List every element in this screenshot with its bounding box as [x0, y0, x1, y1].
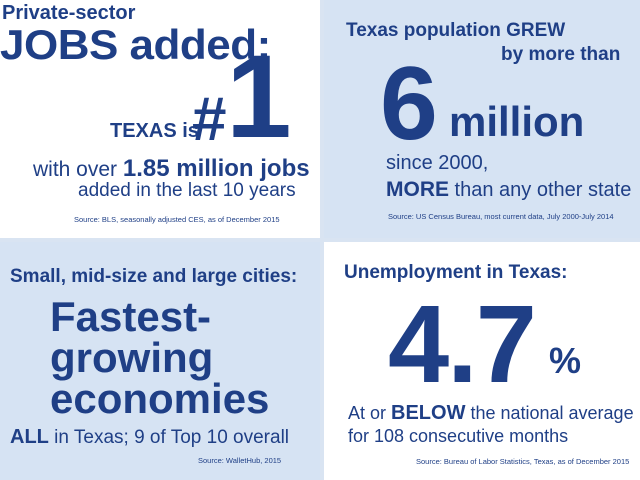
- economies-big-line3: economies: [50, 375, 270, 422]
- unemployment-rate: 4.7: [388, 283, 537, 406]
- population-number: 6: [380, 46, 438, 162]
- below-bold: BELOW: [391, 402, 466, 424]
- jobs-count-value: 1.85 million jobs: [122, 155, 310, 182]
- population-heading-line2: by more than: [501, 44, 621, 65]
- unemployment-panel: Unemployment in Texas: 4.7 % At or BELOW…: [324, 242, 640, 480]
- population-panel: Texas population GREW by more than 6 mil…: [324, 0, 640, 238]
- economies-big-line1: Fastest-: [50, 293, 212, 340]
- population-more-rest: than any other state: [449, 179, 632, 201]
- population-unit: million: [449, 98, 585, 145]
- unemployment-below-line: At or BELOW the national average: [348, 402, 634, 425]
- economies-all-bold: ALL: [10, 426, 49, 448]
- economies-source: Source: WalletHub, 2015: [198, 456, 282, 465]
- unemployment-percent: %: [549, 340, 582, 381]
- population-since: since 2000,: [386, 152, 489, 174]
- jobs-count-line: with over 1.85 million jobs: [33, 155, 310, 183]
- jobs-heading-line1: Private-sector: [2, 2, 136, 24]
- population-heading-line1: Texas population GREW: [346, 20, 566, 41]
- unemployment-heading: Unemployment in Texas:: [344, 262, 568, 283]
- economies-big-line2: growing: [50, 334, 214, 381]
- economies-all-rest: in Texas; 9 of Top 10 overall: [48, 427, 290, 448]
- texas-is-label: TEXAS is: [110, 120, 199, 142]
- unemployment-source: Source: Bureau of Labor Statistics, Texa…: [416, 457, 630, 466]
- jobs-heading-line2: JOBS added:: [0, 22, 271, 69]
- rank-hash: #: [192, 85, 227, 154]
- economies-panel: Small, mid-size and large cities: Fastes…: [0, 242, 320, 480]
- below-rest: the national average: [465, 403, 634, 423]
- population-more-bold: MORE: [386, 178, 449, 201]
- population-comparison: MORE than any other state: [386, 178, 631, 202]
- unemployment-duration: for 108 consecutive months: [348, 426, 569, 446]
- population-source: Source: US Census Bureau, most current d…: [388, 212, 614, 221]
- jobs-panel: Private-sector JOBS added: TEXAS is # 1 …: [0, 0, 320, 238]
- economies-heading: Small, mid-size and large cities:: [10, 266, 298, 287]
- jobs-timeframe: added in the last 10 years: [78, 180, 296, 201]
- below-prefix: At or: [348, 403, 392, 423]
- economies-all-line: ALL in Texas; 9 of Top 10 overall: [10, 426, 289, 449]
- jobs-count-prefix: with over: [33, 158, 118, 181]
- rank-number: 1: [226, 31, 292, 163]
- jobs-source: Source: BLS, seasonally adjusted CES, as…: [74, 215, 280, 224]
